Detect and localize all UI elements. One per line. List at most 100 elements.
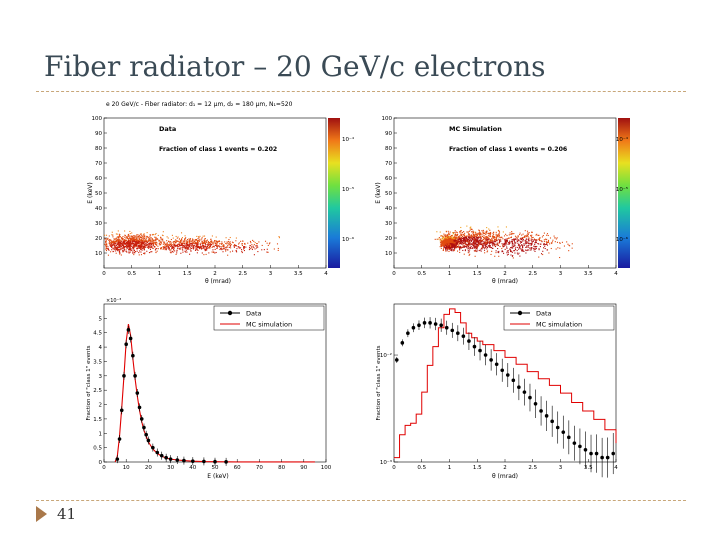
heat-cell xyxy=(152,240,155,242)
heat-cell xyxy=(526,242,528,244)
heat-cell xyxy=(546,241,549,244)
heat-cell xyxy=(229,236,231,239)
heat-cell xyxy=(250,242,252,244)
heat-cell xyxy=(447,242,449,244)
heat-cell xyxy=(517,236,519,238)
heat-cell xyxy=(442,245,444,247)
heat-cell xyxy=(154,239,156,241)
heat-cell xyxy=(546,244,549,246)
heat-cell xyxy=(105,244,107,246)
heat-cell xyxy=(130,242,132,244)
heat-cell xyxy=(151,251,153,253)
mc-2d-xtick-label: 3 xyxy=(559,271,563,277)
heat-cell xyxy=(136,237,138,239)
heat-cell xyxy=(498,235,500,237)
heat-cell xyxy=(502,243,504,245)
theta-1d-yticks: 10⁻³10⁻² xyxy=(380,352,398,466)
heat-cell xyxy=(252,245,254,247)
heat-cell xyxy=(188,238,190,240)
heat-cell xyxy=(222,248,224,250)
heat-cell xyxy=(236,248,238,250)
theta-1d-xtick-label: 2 xyxy=(503,465,507,471)
heat-cell xyxy=(137,234,139,236)
heat-cell xyxy=(160,238,162,240)
heat-cell xyxy=(496,240,498,242)
heat-cell xyxy=(456,233,458,235)
heat-cell xyxy=(519,233,521,236)
heat-cell xyxy=(189,239,191,241)
heat-cell xyxy=(472,244,474,246)
theta-1d-data-point xyxy=(489,358,493,362)
heat-cell xyxy=(189,241,191,243)
heat-cell xyxy=(531,246,533,249)
heat-cell xyxy=(147,247,150,249)
heat-cell xyxy=(495,233,497,235)
heat-cell xyxy=(460,226,462,229)
heat-cell xyxy=(461,246,463,248)
heat-cell xyxy=(174,244,176,246)
heat-cell xyxy=(483,249,486,251)
heat-cell xyxy=(463,231,465,233)
energy-1d-ytick-label: 0.5 xyxy=(93,446,102,452)
heat-cell xyxy=(453,245,456,247)
heat-cell xyxy=(458,244,460,246)
heat-cell xyxy=(448,234,450,236)
heat-cell xyxy=(531,234,533,236)
heat-cell xyxy=(453,243,455,245)
heat-cell xyxy=(166,243,168,245)
heat-cell xyxy=(461,238,463,240)
heat-cell xyxy=(122,238,124,240)
heat-cell xyxy=(475,239,477,241)
heat-cell xyxy=(511,240,513,242)
heat-cell xyxy=(517,235,519,237)
heat-cell xyxy=(474,250,476,252)
heat-cell xyxy=(197,246,199,249)
heat-cell xyxy=(240,247,242,249)
heat-cell xyxy=(488,243,491,245)
heat-cell xyxy=(484,240,486,242)
mc-2d-ytick-label: 40 xyxy=(385,206,392,212)
heat-cell xyxy=(535,234,537,236)
heat-cell xyxy=(489,242,491,244)
heat-cell xyxy=(187,243,189,246)
heat-cell xyxy=(451,234,454,236)
heat-cell xyxy=(475,237,478,239)
heat-cell xyxy=(169,244,171,246)
heat-cell xyxy=(206,241,208,244)
theta-1d-data-point xyxy=(517,385,521,390)
heat-cell xyxy=(123,247,125,249)
heat-cell xyxy=(563,245,566,247)
energy-1d-data-point xyxy=(124,342,128,347)
heat-cell xyxy=(133,240,135,242)
heat-cell xyxy=(176,237,178,239)
heat-cell xyxy=(129,241,131,243)
heat-cell xyxy=(111,244,113,246)
heat-cell xyxy=(203,239,205,241)
heat-cell xyxy=(119,239,121,241)
heat-cell xyxy=(450,236,452,239)
energy-1d-ytick-label: 0 xyxy=(99,460,103,466)
heat-cell xyxy=(455,244,457,246)
heat-cell xyxy=(142,242,144,245)
heat-cell xyxy=(534,245,536,248)
heat-cell xyxy=(132,240,134,242)
heat-cell xyxy=(143,234,145,236)
heat-cell xyxy=(533,249,535,251)
heat-cell xyxy=(471,239,473,241)
heat-cell xyxy=(465,237,467,239)
heat-cell xyxy=(538,256,540,258)
heat-cell xyxy=(472,240,475,242)
heat-cell xyxy=(453,237,455,240)
heat-cell xyxy=(443,246,445,248)
heat-cell xyxy=(527,236,529,238)
heat-cell xyxy=(139,238,141,240)
heat-cell xyxy=(108,239,110,241)
heat-cell xyxy=(451,242,454,244)
heat-cell xyxy=(496,244,498,246)
heat-cell xyxy=(169,245,171,247)
heat-cell xyxy=(171,250,173,252)
heat-cell xyxy=(466,225,468,227)
mc-2d-ylabel: E (keV) xyxy=(375,182,382,203)
energy-1d-multiplier: ×10⁻³ xyxy=(106,298,121,304)
heat-cell xyxy=(498,230,500,232)
